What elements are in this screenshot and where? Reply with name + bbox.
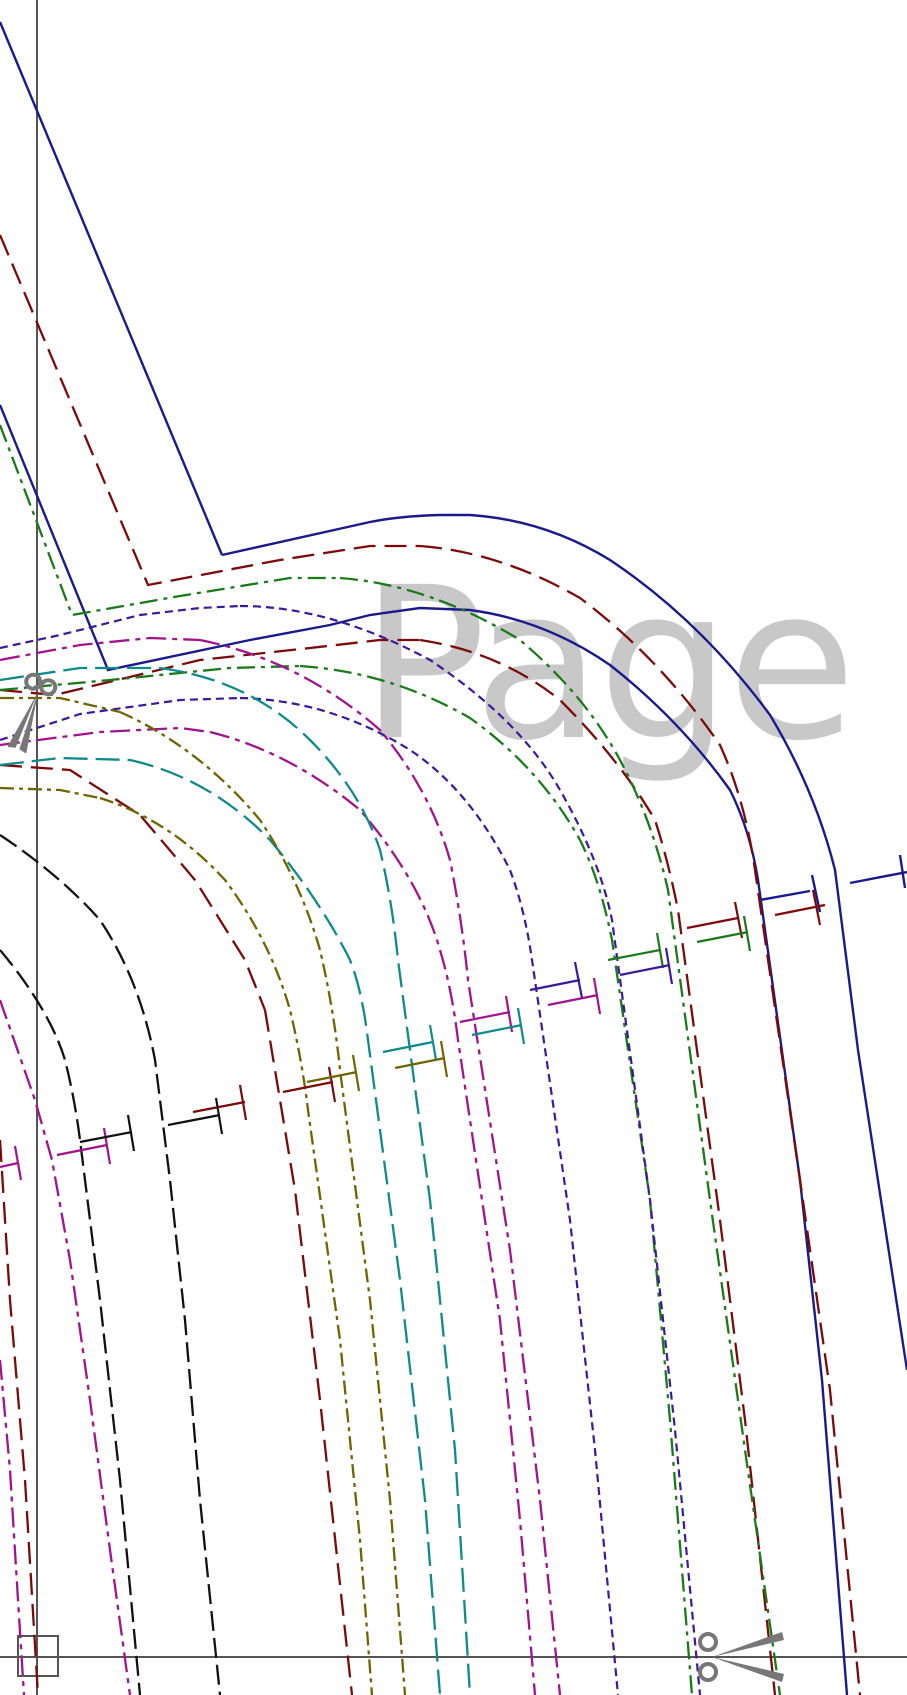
size-outline-maroon [0, 234, 862, 1695]
size-outline-olive [0, 696, 407, 1695]
size-outline-green [0, 424, 782, 1695]
scissors-icon [7, 672, 58, 754]
grainline-markers [0, 889, 826, 1181]
size-outline-magenta [0, 636, 562, 1695]
size-outline-teal [0, 666, 472, 1695]
scissors-icon [698, 1632, 784, 1682]
size-outline-black [0, 834, 222, 1695]
size-outline-indigo [0, 604, 702, 1695]
